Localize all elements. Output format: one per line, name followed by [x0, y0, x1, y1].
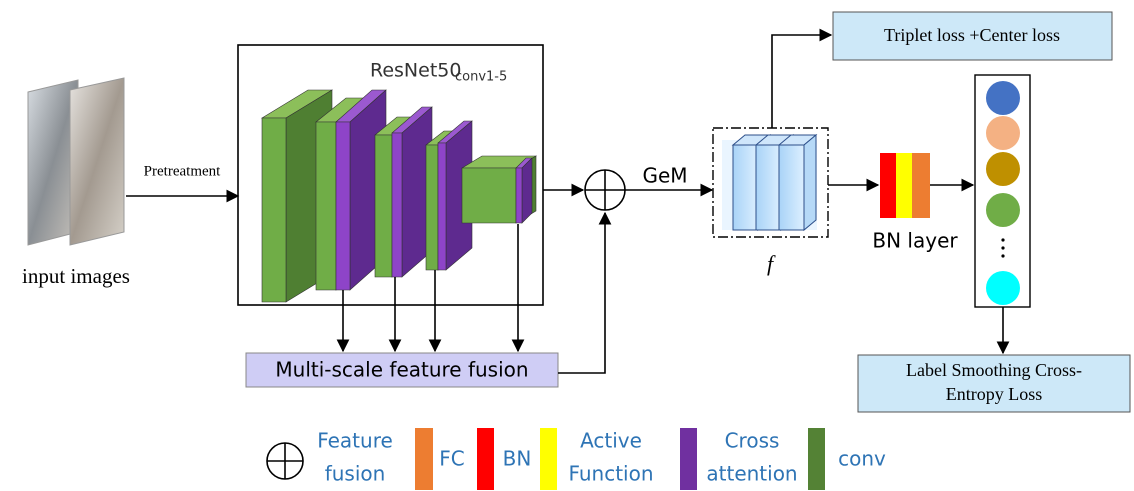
layer-face: [522, 158, 532, 223]
backbone-name: ResNet50: [370, 60, 461, 82]
legend-label: Function: [568, 462, 653, 486]
triplet-label: Triplet loss +Center loss: [884, 25, 1060, 45]
arrow: [558, 213, 605, 373]
ce-label: Entropy Loss: [946, 384, 1043, 404]
feature-label: f: [767, 251, 776, 276]
legend: Feature fusion FC BN Active Function Cro…: [267, 428, 886, 490]
layer-face: [316, 122, 336, 290]
legend-label: Active: [580, 429, 642, 453]
layer-face: [375, 135, 392, 277]
backbone-layers: [262, 90, 536, 302]
bn-layer-label: BN layer: [872, 229, 958, 253]
layer-face: [516, 168, 522, 223]
feature-tensor: [722, 135, 817, 230]
layer-face: [438, 143, 446, 270]
layer-face: [462, 168, 516, 223]
input-label: input images: [22, 264, 130, 288]
gem-label: GeM: [642, 164, 687, 188]
layer-face: [392, 133, 402, 277]
fusion-operator: [585, 170, 625, 210]
legend-label: Feature: [317, 429, 393, 453]
layer-face: [262, 118, 286, 302]
fc-bar: [912, 153, 930, 218]
legend-label: fusion: [325, 462, 386, 486]
pretreatment-label: Pretreatment: [144, 163, 221, 179]
legend-label: Cross: [725, 429, 780, 453]
backbone-subscript: conv1-5: [455, 70, 507, 85]
diagram: input images Pretreatment ResNet50 conv1…: [0, 0, 1134, 491]
fusion-label: Multi-scale feature fusion: [275, 358, 528, 382]
legend-label: FC: [439, 447, 464, 471]
bn-bar: [880, 153, 896, 218]
input-images: [28, 78, 124, 245]
active-bar: [896, 153, 912, 218]
legend-label: conv: [838, 447, 886, 471]
legend-label: BN: [503, 447, 532, 471]
layer-face: [336, 122, 350, 290]
ce-label: Label Smoothing Cross-: [906, 360, 1082, 380]
legend-label: attention: [706, 462, 797, 486]
arrow: [772, 35, 831, 128]
layer-face: [426, 145, 438, 270]
